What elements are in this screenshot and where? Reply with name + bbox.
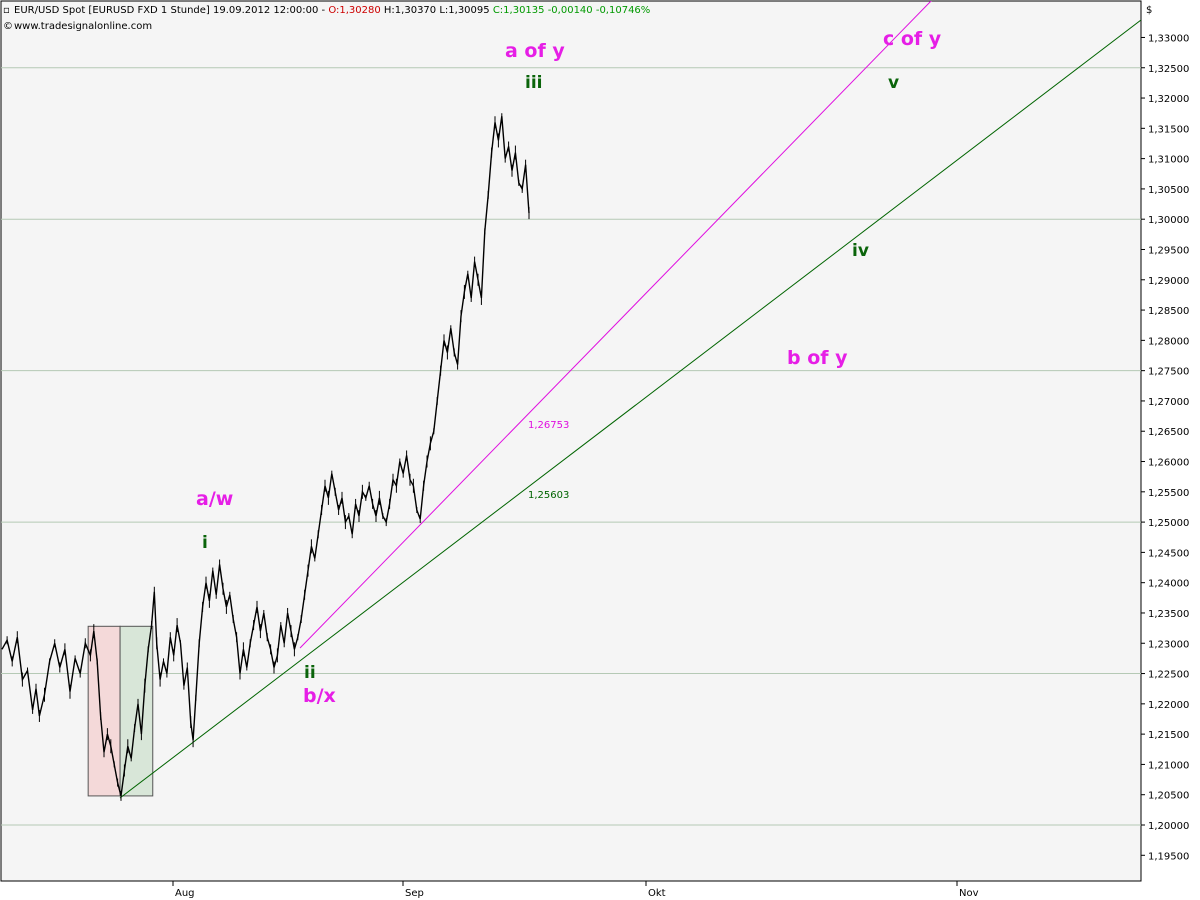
y-tick-label: 1,19500 [1148, 851, 1189, 862]
y-tick-label: 1,21000 [1148, 760, 1189, 771]
y-tick-label: 1,27500 [1148, 367, 1189, 378]
y-tick-label: 1,28500 [1148, 306, 1189, 317]
x-tick-label: Okt [648, 888, 666, 899]
plot-area [0, 0, 1142, 882]
price-series [1, 113, 530, 801]
y-tick-label: 1,24500 [1148, 548, 1189, 559]
y-tick-label: 1,23500 [1148, 609, 1189, 620]
y-tick-label: 1,28000 [1148, 336, 1189, 347]
y-tick-label: 1,30000 [1148, 215, 1189, 226]
y-tick-label: 1,31000 [1148, 155, 1189, 166]
y-tick-label: 1,29500 [1148, 245, 1189, 256]
y-tick-label: 1,30500 [1148, 185, 1189, 196]
wave-label: a/w [196, 488, 233, 510]
header-high-low: H:1,30370 L:1,30095 [381, 5, 493, 16]
magenta-trendline [299, 1, 932, 649]
wave-label: b/x [303, 685, 336, 707]
y-tick-label: 1,22500 [1148, 670, 1189, 681]
header-icon: ▫ [3, 5, 10, 16]
website-text: www.tradesignalonline.com [14, 21, 152, 32]
currency-symbol: $ [1146, 5, 1152, 16]
header-text: EUR/USD Spot [EURUSD FXD 1 Stunde] 19.09… [14, 5, 650, 16]
y-tick-label: 1,20000 [1148, 821, 1189, 832]
level-label: 1,26753 [528, 420, 569, 431]
y-tick-label: 1,26000 [1148, 458, 1189, 469]
wave-label: iv [852, 241, 869, 261]
wave-label: i [202, 533, 208, 553]
y-tick-label: 1,33000 [1148, 33, 1189, 44]
y-axis: 1,19500 1,20000 1,20500 1,21000 1,21500 1,220… [1141, 33, 1189, 862]
x-axis: Aug Sep Okt Nov [172, 881, 979, 899]
wave-label: v [888, 73, 899, 93]
y-tick-label: 1,32500 [1148, 64, 1189, 75]
header-open: O:1,30280 [328, 5, 380, 16]
level-label: 1,25603 [528, 490, 569, 501]
y-tick-label: 1,29000 [1148, 276, 1189, 287]
x-tick-label: Nov [959, 888, 979, 899]
y-tick-label: 1,25000 [1148, 518, 1189, 529]
trendlines [119, 1, 1141, 799]
y-tick-label: 1,32000 [1148, 94, 1189, 105]
green-trendline [119, 19, 1141, 799]
y-tick-label: 1,22000 [1148, 700, 1189, 711]
y-tick-label: 1,21500 [1148, 730, 1189, 741]
y-tick-label: 1,31500 [1148, 124, 1189, 135]
x-tick-label: Sep [405, 888, 424, 899]
wave-label: ii [304, 663, 316, 683]
y-tick-label: 1,25500 [1148, 488, 1189, 499]
chart-header: ▫ EUR/USD Spot [EURUSD FXD 1 Stunde] 19.… [3, 5, 1152, 32]
y-tick-label: 1,20500 [1148, 791, 1189, 802]
header-title: EUR/USD Spot [EURUSD FXD 1 Stunde] 19.09… [14, 5, 328, 16]
level-labels: 1,26753 1,25603 [528, 420, 569, 501]
wave-label: b of y [787, 347, 848, 369]
y-tick-label: 1,24000 [1148, 579, 1189, 590]
wave-label: iii [525, 73, 542, 93]
header-change: C:1,30135 -0,00140 -0,10746% [493, 5, 651, 16]
wave-label: a of y [505, 40, 565, 62]
y-tick-label: 1,27000 [1148, 397, 1189, 408]
copyright-icon: © [3, 21, 13, 32]
x-tick-label: Aug [175, 888, 195, 899]
wave-label: c of y [883, 28, 942, 50]
y-tick-label: 1,26500 [1148, 427, 1189, 438]
y-tick-label: 1,23000 [1148, 639, 1189, 650]
